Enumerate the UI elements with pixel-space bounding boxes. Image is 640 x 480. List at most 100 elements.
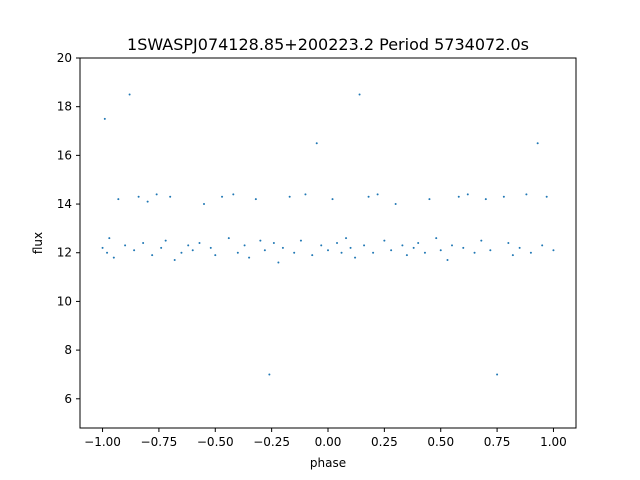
data-point xyxy=(536,142,539,145)
data-point xyxy=(327,249,329,252)
data-point xyxy=(412,246,415,249)
data-point xyxy=(462,246,465,249)
data-point xyxy=(151,254,154,257)
data-point xyxy=(191,249,194,252)
data-point xyxy=(142,242,145,244)
data-point xyxy=(541,244,544,247)
x-axis-label: phase xyxy=(310,456,346,470)
data-point xyxy=(363,244,366,247)
data-point xyxy=(277,261,280,264)
data-point xyxy=(518,246,521,249)
data-point xyxy=(401,244,404,247)
data-point xyxy=(507,242,510,244)
y-tick-label: 8 xyxy=(64,343,72,357)
x-tick-label: −0.75 xyxy=(141,435,178,449)
data-point xyxy=(552,249,555,252)
data-point xyxy=(489,249,492,252)
data-point xyxy=(358,93,361,96)
data-point xyxy=(137,195,140,198)
data-point xyxy=(446,259,449,262)
data-point xyxy=(480,239,483,242)
data-point xyxy=(484,198,487,201)
data-point xyxy=(160,246,163,249)
data-point xyxy=(390,249,393,252)
data-point xyxy=(288,195,291,198)
data-point xyxy=(164,239,167,242)
chart-title: 1SWASPJ074128.85+200223.2 Period 5734072… xyxy=(127,35,529,54)
data-point xyxy=(525,193,528,196)
x-tick-label: 1.00 xyxy=(540,435,567,449)
data-point xyxy=(496,373,499,376)
data-point xyxy=(117,198,120,201)
data-point xyxy=(227,237,230,240)
y-axis-label: flux xyxy=(31,232,45,254)
data-point xyxy=(320,244,323,247)
y-tick-label: 10 xyxy=(57,294,72,308)
data-point xyxy=(383,239,386,242)
data-point xyxy=(529,251,532,254)
data-point xyxy=(124,244,127,247)
data-point xyxy=(221,195,224,198)
data-point xyxy=(173,259,176,262)
data-point xyxy=(169,195,172,198)
data-point xyxy=(106,251,109,254)
data-point xyxy=(272,242,275,244)
x-tick-label: 0.50 xyxy=(427,435,454,449)
data-point xyxy=(293,251,296,254)
data-point xyxy=(214,254,217,257)
x-tick-label: 0.75 xyxy=(484,435,511,449)
data-point xyxy=(128,93,131,96)
x-tick-label: 0.00 xyxy=(315,435,342,449)
data-point xyxy=(417,242,420,244)
data-point xyxy=(372,251,375,254)
y-tick-label: 18 xyxy=(57,100,72,114)
data-point xyxy=(336,242,339,244)
data-point xyxy=(502,195,505,198)
x-axis: −1.00 −0.75 −0.50 −0.25 0.00 0.25 0.50 0.75 1.00 xyxy=(84,428,567,449)
y-tick-label: 12 xyxy=(57,246,72,260)
data-point xyxy=(281,246,284,249)
data-point xyxy=(439,249,442,252)
data-point xyxy=(315,142,318,145)
data-point xyxy=(340,251,343,254)
data-point xyxy=(451,244,453,247)
y-tick-label: 6 xyxy=(64,392,72,406)
x-tick-label: −0.25 xyxy=(253,435,290,449)
x-tick-label: 0.25 xyxy=(371,435,398,449)
data-point xyxy=(304,193,307,196)
data-point xyxy=(155,193,158,196)
data-point xyxy=(133,249,136,252)
data-point xyxy=(545,195,548,198)
data-point xyxy=(101,246,104,249)
data-point xyxy=(209,246,212,249)
data-point xyxy=(345,237,348,240)
data-point xyxy=(112,256,115,259)
data-point xyxy=(263,249,266,252)
data-point xyxy=(394,203,397,206)
x-tick-label: −1.00 xyxy=(84,435,121,449)
data-point xyxy=(243,244,246,247)
data-point xyxy=(466,193,469,196)
scatter-points xyxy=(101,93,555,376)
data-point xyxy=(259,239,262,242)
data-point xyxy=(203,203,205,206)
data-point xyxy=(103,117,106,120)
data-point xyxy=(232,193,235,196)
y-tick-label: 16 xyxy=(57,148,72,162)
data-point xyxy=(511,254,514,257)
data-point xyxy=(248,256,251,259)
data-point xyxy=(354,256,357,259)
data-point xyxy=(435,237,438,240)
data-point xyxy=(198,242,201,244)
data-point xyxy=(331,198,334,201)
data-point xyxy=(473,251,476,254)
x-tick-label: −0.50 xyxy=(197,435,234,449)
data-point xyxy=(405,254,408,257)
y-tick-label: 14 xyxy=(57,197,72,211)
data-point xyxy=(367,195,370,198)
data-point xyxy=(349,246,352,249)
data-point xyxy=(254,198,257,201)
data-point xyxy=(268,373,271,376)
data-point xyxy=(180,251,183,254)
